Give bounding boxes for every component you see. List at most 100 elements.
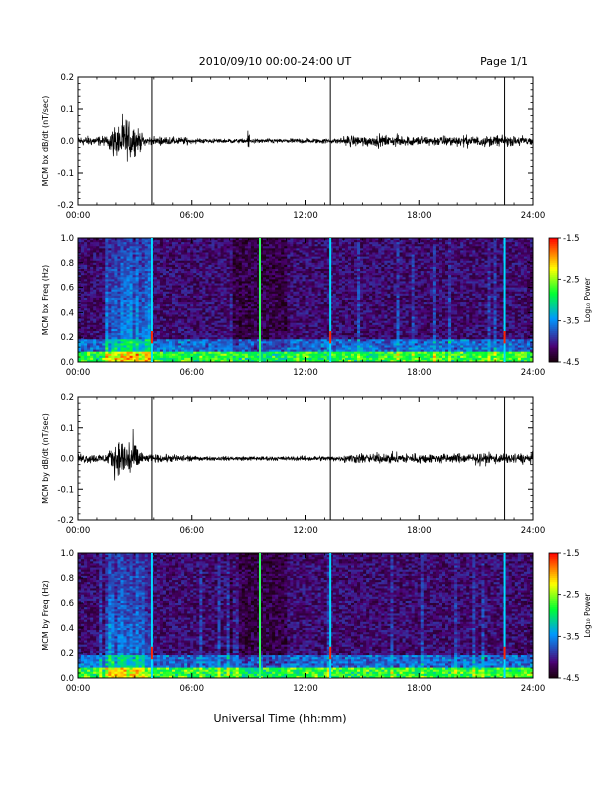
heatmap-cell bbox=[226, 351, 231, 355]
heatmap-cell bbox=[105, 349, 109, 353]
heatmap-cell bbox=[299, 242, 303, 245]
heatmap-cell bbox=[256, 275, 261, 278]
heatmap-cell bbox=[111, 357, 115, 361]
heatmap-cell bbox=[144, 326, 149, 330]
heatmap-cell bbox=[281, 326, 285, 330]
heatmap-cell bbox=[302, 306, 306, 309]
heatmap-cell bbox=[308, 295, 312, 299]
heatmap-cell bbox=[114, 326, 118, 330]
heatmap-cell bbox=[126, 269, 130, 272]
heatmap-cell bbox=[320, 289, 325, 293]
heatmap-cell bbox=[169, 297, 173, 301]
heatmap-cell bbox=[241, 289, 246, 293]
heatmap-cell bbox=[260, 331, 264, 334]
heatmap-cell bbox=[260, 266, 264, 270]
heatmap-cell bbox=[156, 302, 161, 305]
heatmap-cell bbox=[263, 308, 267, 311]
heatmap-cell bbox=[87, 326, 91, 330]
heatmap-cell bbox=[93, 277, 97, 280]
heatmap-cell bbox=[147, 238, 152, 241]
heatmap-cell bbox=[178, 275, 182, 278]
heatmap-cell bbox=[299, 328, 303, 332]
heatmap-cell bbox=[214, 291, 218, 295]
heatmap-cell bbox=[105, 343, 109, 346]
heatmap-cell bbox=[199, 328, 203, 332]
heatmap-cell bbox=[78, 357, 82, 361]
heatmap-cell bbox=[117, 320, 121, 324]
heatmap-cell bbox=[169, 275, 173, 278]
heatmap-cell bbox=[81, 343, 85, 346]
heatmap-cell bbox=[317, 258, 322, 262]
heatmap-cell bbox=[84, 287, 88, 291]
heatmap-cell bbox=[135, 308, 140, 311]
heatmap-cell bbox=[308, 310, 312, 313]
heatmap-cell bbox=[162, 314, 167, 317]
heatmap-cell bbox=[211, 277, 215, 280]
heatmap-cell bbox=[78, 240, 82, 243]
heatmap-cell bbox=[129, 293, 133, 297]
heatmap-cell bbox=[172, 351, 176, 355]
heatmap-cell bbox=[260, 316, 264, 319]
heatmap-cell bbox=[159, 333, 164, 336]
heatmap-cell bbox=[144, 351, 149, 355]
heatmap-cell bbox=[296, 244, 300, 247]
heatmap-cell bbox=[238, 345, 243, 348]
heatmap-cell bbox=[238, 341, 243, 344]
heatmap-cell bbox=[78, 310, 82, 313]
heatmap-cell bbox=[211, 310, 215, 313]
heatmap-cell bbox=[190, 248, 194, 251]
heatmap-cell bbox=[132, 242, 137, 245]
heatmap-cell bbox=[123, 335, 127, 338]
heatmap-cell bbox=[153, 244, 158, 247]
heatmap-cell bbox=[275, 264, 279, 268]
heatmap-cell bbox=[175, 256, 179, 260]
heatmap-cell bbox=[135, 291, 140, 295]
heatmap-cell bbox=[159, 244, 164, 247]
heatmap-cell bbox=[223, 300, 228, 303]
heatmap-cell bbox=[235, 322, 240, 326]
heatmap-cell bbox=[111, 244, 115, 247]
heatmap-cell bbox=[165, 238, 170, 241]
heatmap-cell bbox=[190, 246, 194, 249]
heatmap-cell bbox=[269, 291, 273, 295]
heatmap-cell bbox=[269, 289, 273, 293]
heatmap-cell bbox=[205, 351, 209, 355]
heatmap-cell bbox=[311, 273, 315, 276]
heatmap-cell bbox=[250, 287, 255, 291]
heatmap-cell bbox=[229, 310, 234, 313]
heatmap-cell bbox=[229, 341, 234, 344]
heatmap-cell bbox=[287, 349, 291, 353]
heatmap-cell bbox=[120, 248, 124, 251]
heatmap-cell bbox=[117, 271, 121, 274]
heatmap-cell bbox=[123, 252, 127, 255]
heatmap-cell bbox=[226, 262, 231, 266]
heatmap-cell bbox=[232, 291, 237, 295]
heatmap-cell bbox=[90, 250, 94, 253]
heatmap-cell bbox=[178, 308, 182, 311]
heatmap-cell bbox=[281, 256, 285, 260]
heatmap-cell bbox=[317, 269, 322, 272]
heatmap-cell bbox=[178, 351, 182, 355]
heatmap-cell bbox=[135, 347, 140, 350]
heatmap-cell bbox=[93, 353, 97, 357]
heatmap-cell bbox=[165, 300, 170, 303]
heatmap-cell bbox=[293, 266, 297, 270]
heatmap-cell bbox=[250, 337, 255, 340]
heatmap-cell bbox=[320, 302, 325, 305]
heatmap-cell bbox=[229, 351, 234, 355]
heatmap-cell bbox=[220, 277, 224, 280]
heatmap-cell bbox=[84, 349, 88, 353]
heatmap-cell bbox=[290, 289, 294, 293]
heatmap-cell bbox=[129, 281, 133, 284]
heatmap-cell bbox=[144, 304, 149, 307]
heatmap-cell bbox=[229, 275, 234, 278]
heatmap-cell bbox=[105, 287, 109, 291]
heatmap-cell bbox=[220, 306, 224, 309]
heatmap-cell bbox=[84, 281, 88, 284]
heatmap-cell bbox=[144, 295, 149, 299]
heatmap-cell bbox=[96, 293, 100, 297]
heatmap-cell bbox=[256, 345, 261, 348]
heatmap-cell bbox=[308, 335, 312, 338]
heatmap-cell bbox=[102, 256, 106, 260]
heatmap-cell bbox=[181, 256, 185, 260]
